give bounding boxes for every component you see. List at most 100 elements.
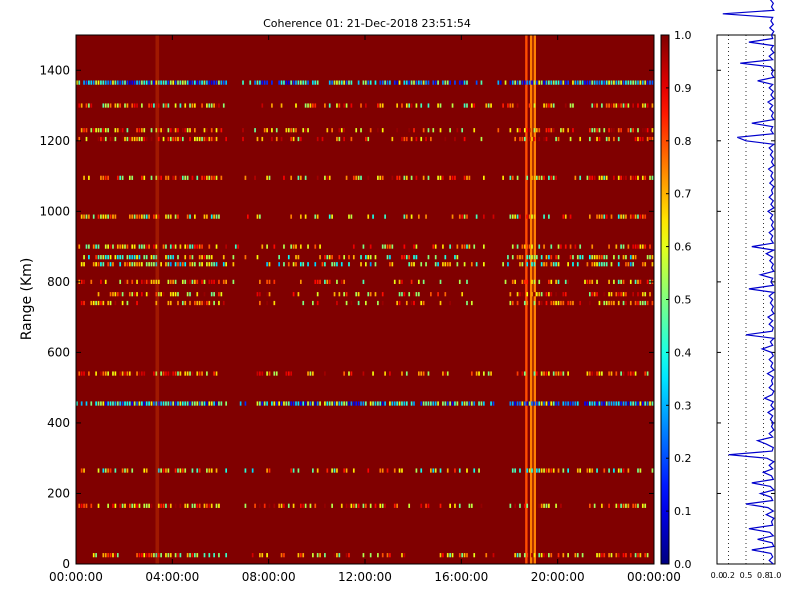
heatmap-cell bbox=[396, 80, 398, 85]
heatmap-cell bbox=[461, 214, 464, 219]
heatmap-cell bbox=[138, 128, 141, 133]
heatmap-cell bbox=[410, 279, 413, 284]
heatmap-cell bbox=[615, 103, 618, 108]
heatmap-cell bbox=[555, 262, 557, 267]
heatmap-cell bbox=[186, 292, 189, 297]
heatmap-cell bbox=[348, 255, 350, 260]
heatmap-cell bbox=[201, 255, 203, 260]
heatmap-cell bbox=[263, 128, 266, 133]
heatmap-cell bbox=[271, 401, 273, 406]
heatmap-cell bbox=[538, 401, 541, 406]
colorbar: 0.00.10.20.30.40.50.60.70.80.91.0 bbox=[660, 29, 692, 571]
heatmap-cell bbox=[196, 553, 199, 558]
heatmap-cell bbox=[114, 244, 117, 249]
heatmap-cell bbox=[88, 80, 90, 85]
heatmap-cell bbox=[160, 292, 162, 297]
heatmap-cell bbox=[116, 244, 119, 249]
heatmap-cell bbox=[280, 103, 283, 108]
heatmap-cell bbox=[362, 279, 365, 284]
heatmap-cell bbox=[562, 401, 565, 406]
heatmap-cell bbox=[425, 262, 427, 267]
heatmap-cell bbox=[557, 371, 560, 376]
heatmap-cell bbox=[605, 136, 608, 142]
heatmap-cell bbox=[268, 503, 271, 508]
heatmap-cell bbox=[80, 300, 83, 306]
heatmap-cell bbox=[403, 80, 406, 85]
heatmap-cell bbox=[95, 371, 97, 376]
heatmap-cell bbox=[617, 300, 620, 306]
heatmap-cell bbox=[316, 80, 319, 85]
heatmap-cell bbox=[143, 503, 146, 508]
heatmap-cell bbox=[124, 80, 126, 85]
heatmap-cell bbox=[121, 503, 124, 508]
heatmap-cell bbox=[444, 371, 447, 376]
heatmap-cell bbox=[109, 292, 112, 297]
heatmap-cell bbox=[191, 128, 194, 133]
heatmap-cell bbox=[644, 401, 647, 406]
heatmap-cell bbox=[367, 468, 370, 473]
heatmap-cell bbox=[100, 262, 102, 267]
heatmap-cell bbox=[567, 553, 569, 558]
heatmap-cell bbox=[124, 292, 126, 297]
heatmap-cell bbox=[338, 136, 341, 142]
heatmap-cell bbox=[531, 136, 533, 142]
heatmap-cell bbox=[548, 175, 550, 180]
heatmap-cell bbox=[644, 553, 647, 558]
heatmap-cell bbox=[519, 292, 521, 297]
heatmap-cell bbox=[548, 255, 550, 260]
heatmap-cell bbox=[319, 553, 321, 558]
heatmap-cell bbox=[259, 401, 261, 406]
heatmap-cell bbox=[588, 292, 591, 297]
heatmap-cell bbox=[95, 401, 97, 406]
heatmap-cell bbox=[196, 401, 199, 406]
heatmap-cell bbox=[396, 103, 398, 108]
heatmap-cell bbox=[560, 371, 562, 376]
heatmap-cell bbox=[591, 175, 594, 180]
heatmap-cell bbox=[165, 255, 167, 260]
heatmap-cell bbox=[649, 80, 651, 85]
heatmap-cell bbox=[446, 468, 449, 473]
heatmap-cell bbox=[516, 214, 519, 219]
heatmap-cell bbox=[131, 136, 134, 142]
heatmap-cell bbox=[584, 279, 586, 284]
heatmap-cell bbox=[165, 401, 167, 406]
heatmap-cell bbox=[649, 136, 651, 142]
heatmap-cell bbox=[189, 300, 191, 306]
heatmap-cell bbox=[167, 80, 170, 85]
heatmap-cell bbox=[466, 244, 468, 249]
heatmap-cell bbox=[302, 300, 305, 306]
heatmap-cell bbox=[540, 175, 543, 180]
heatmap-cell bbox=[97, 468, 100, 473]
heatmap-cell bbox=[177, 371, 179, 376]
heatmap-cell bbox=[552, 175, 555, 180]
heatmap-cell bbox=[367, 214, 370, 219]
heatmap-cell bbox=[560, 300, 562, 306]
heatmap-cell bbox=[261, 103, 264, 108]
heatmap-cell bbox=[167, 262, 170, 267]
heatmap-cell bbox=[569, 214, 572, 219]
heatmap-cell bbox=[555, 401, 557, 406]
heatmap-cell bbox=[552, 468, 555, 473]
heatmap-cell bbox=[516, 292, 519, 297]
heatmap-cell bbox=[442, 80, 444, 85]
low-coherence-column bbox=[529, 35, 533, 564]
heatmap-cell bbox=[131, 371, 134, 376]
heatmap-cell bbox=[634, 244, 637, 249]
heatmap-cell bbox=[78, 503, 81, 508]
heatmap-cell bbox=[302, 503, 305, 508]
heatmap-cell bbox=[377, 103, 379, 108]
heatmap-cell bbox=[116, 103, 119, 108]
heatmap-cell bbox=[593, 175, 596, 180]
profile-x-tick-label: 0.0 bbox=[711, 571, 724, 580]
heatmap-cell bbox=[290, 244, 293, 249]
heatmap-cell bbox=[297, 175, 300, 180]
heatmap-cell bbox=[198, 468, 201, 473]
heatmap-cell bbox=[596, 401, 598, 406]
heatmap-cell bbox=[299, 244, 302, 249]
heatmap-cell bbox=[143, 175, 146, 180]
heatmap-cell bbox=[133, 255, 136, 260]
heatmap-cell bbox=[444, 136, 447, 142]
heatmap-cell bbox=[155, 214, 158, 219]
heatmap-cell bbox=[521, 255, 524, 260]
heatmap-cell bbox=[196, 80, 199, 85]
